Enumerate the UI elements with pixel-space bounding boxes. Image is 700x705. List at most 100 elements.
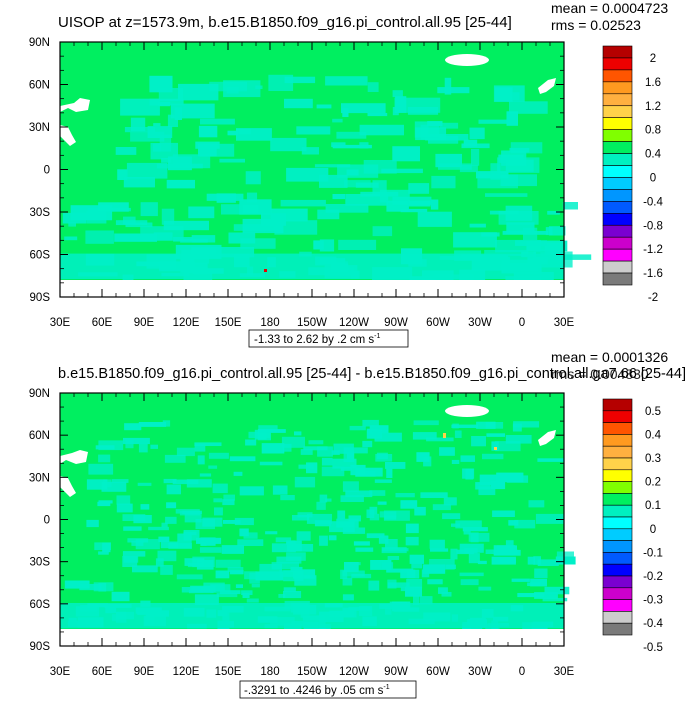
panel-bottom-colorbar: 0.5 0.4 0.3 0.2 0.1 0 -0.1 -0.2 -0.3 -0.4 -0.5 [602,398,664,654]
panel-bottom-cyan-patch [395,493,415,498]
panel-bottom-cyan-patch [293,569,316,579]
panel-bottom-contour-unit-sup: -1 [383,684,389,691]
panel-bottom-cyan-patch [222,499,235,506]
panel-bottom-cyan-patch [514,519,536,529]
panel-bottom-cyan-patch [465,468,474,480]
panel-top-cyan-patch [123,177,155,188]
panel-bottom-cyan-patch [237,539,264,546]
panel-bottom-cyan-patch [413,595,420,605]
panel-top-cyan-patch [149,75,173,93]
panel-top-cyan-patch [548,226,566,236]
panel-bottom-cyan-patch [479,474,502,486]
panel-bottom-cyan-patch [423,456,432,467]
panel-bottom-cyan-patch [261,443,285,454]
panel-bottom-cyan-patch [430,548,449,552]
panel-bottom-x-tick-label: 90E [134,666,155,678]
panel-top-cyan-patch [407,107,439,115]
panel-bottom-cyan-patch [342,594,354,601]
panel-bottom-cyan-patch [528,500,545,508]
panel-bottom-x-tick-label: 30W [468,666,492,678]
panel-bottom-cyan-patch [427,579,443,585]
panel-bottom-cyan-patch [422,564,446,574]
panel-bottom-cyan-patch [230,570,244,575]
panel-top-cyan-patch [515,240,547,246]
panel-top-contour-unit-sup: -1 [374,333,380,340]
panel-bottom-cyan-patch [188,589,214,594]
panel-top-cyan-patch [150,142,178,160]
panel-bottom-cyan-patch [405,536,419,546]
panel-top-cyan-patch [336,131,367,139]
panel-bottom-cyan-patch [542,597,568,602]
panel-bottom-cyan-patch [158,536,170,543]
panel-top-cyan-patch [506,222,535,234]
panel-bottom-y-tick-label: 30N [29,472,50,484]
panel-bottom-cyan-patch [242,592,250,598]
panel-top-cyan-patch [319,174,348,188]
panel-top-colorbar-swatch [602,248,633,262]
panel-bottom-cyan-patch [316,501,326,510]
panel-bottom-cyan-patch [385,462,406,469]
panel-bottom-cyan-patch [535,513,564,524]
panel-bottom-cyan-patch [239,486,264,496]
panel-bottom-cyan-patch [172,479,199,485]
panel-bottom-cyan-patch [123,437,150,445]
panel-bottom-y-tick-label: 0 [44,515,50,527]
panel-bottom-map [59,392,576,647]
panel-bottom-contour-info: -.3291 to .4246 by .05 cm s [244,685,384,697]
panel-top-cyan-patch [408,183,430,194]
panel-bottom-cyan-patch [471,436,486,447]
panel-bottom-colorbar-swatch [602,410,633,423]
panel-bottom-cyan-patch [223,494,235,501]
panel-bottom-cyan-patch [462,527,488,532]
panel-bottom-cyan-patch [297,512,313,518]
panel-bottom-cyan-patch [537,458,564,462]
panel-top-cyan-patch [219,158,245,163]
panel-top-cyan-patch [417,211,452,227]
panel-bottom-y-tick-label: 30S [30,557,51,569]
panel-bottom-cyan-patch [303,446,328,451]
panel-bottom-y-tick-label: 60S [30,599,51,611]
panel-top-cyan-patch [381,168,423,174]
panel-bottom-cyan-patch [329,521,355,533]
panel-bottom-cyan-patch [306,462,318,474]
panel-top-cyan-patch [301,147,319,155]
panel-bottom-cyan-patch [400,500,418,509]
panel-bottom-colorbar-swatch [602,587,633,600]
panel-bottom-cyan-patch [212,483,228,494]
panel-bottom-cyan-patch [255,571,284,581]
panel-top-cyan-patch [114,233,157,242]
panel-top-cyan-patch [317,209,340,220]
panel-bottom-cyan-patch [387,582,410,588]
panel-bottom-cyan-patch [155,558,164,567]
panel-bottom-cyan-patch [477,560,487,565]
panel-top-colorbar-label: 0.4 [645,149,662,161]
panel-top-cyan-patch [367,113,388,117]
panel-top-x-tick-label: 30E [554,317,575,329]
panel-bottom-cyan-patch [340,495,364,502]
panel-bottom-cyan-patch [162,420,171,427]
panel-top-cyan-patch [221,204,240,215]
panel-bottom-y-tick-label: 90N [29,388,50,400]
panel-top-cyan-patch [510,142,543,154]
panel-top-cyan-patch [161,158,172,163]
panel-bottom-colorbar-label: 0 [650,524,656,536]
panel-bottom-cyan-patch [376,452,388,460]
panel-bottom-x-tick-label: 60W [426,666,450,678]
panel-top-cyan-patch [338,239,377,250]
panel-top-cyan-patch [85,230,114,244]
panel-bottom-cyan-patch [199,473,212,477]
panel-top-cyan-patch [166,179,195,189]
panel-top-cyan-patch [98,202,129,212]
panel-bottom-cyan-patch [286,552,306,561]
panel-bottom-y-axis: 90N 60N 30N 0 30S 60S 90S [29,388,564,653]
panel-top-title: UISOP at z=1573.9m, b.e15.B1850.f09_g16.… [58,14,512,31]
panel-bottom-cyan-patch [406,569,420,579]
panel-bottom-cyan-patch [184,512,202,523]
panel-top-colorbar-swatch [602,189,633,202]
panel-bottom-cyan-patch [283,570,304,582]
panel-bottom-cyan-patch [306,513,332,524]
panel-top-colorbar-swatch [602,81,633,95]
panel-top-cyan-patch [509,101,548,114]
panel-bottom-colorbar-swatch [602,469,633,482]
